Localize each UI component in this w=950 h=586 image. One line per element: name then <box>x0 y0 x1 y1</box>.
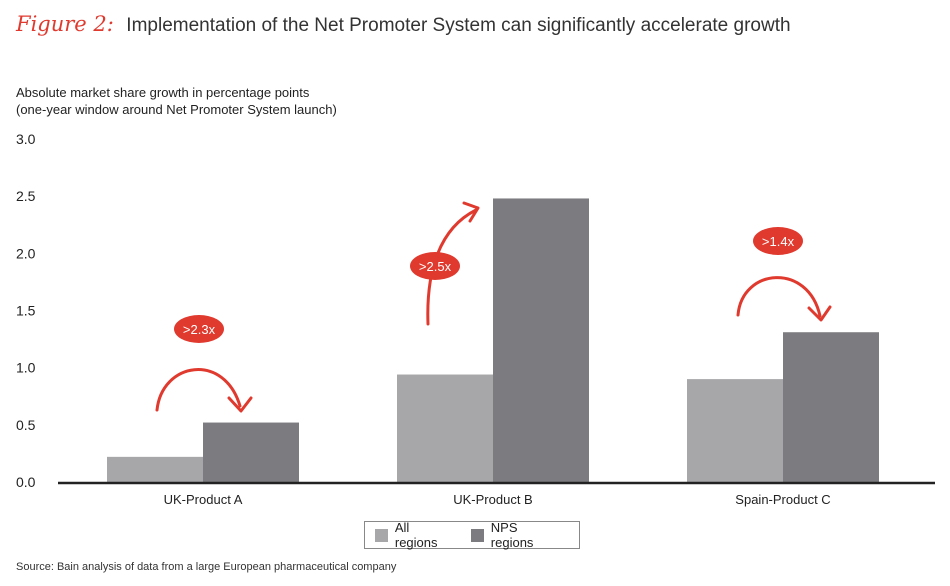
bar-all-regions <box>107 456 203 482</box>
x-tick-label: Spain-Product C <box>735 492 830 507</box>
bar-nps-regions <box>493 198 589 482</box>
y-tick-label: 3.0 <box>16 131 36 147</box>
growth-badge <box>174 315 224 343</box>
legend-item-nps-regions: NPS regions <box>470 520 563 550</box>
y-axis-label-main: Absolute market share growth in percenta… <box>16 85 310 100</box>
growth-arrow <box>736 276 822 318</box>
source-note: Source: Bain analysis of data from a lar… <box>16 561 397 573</box>
growth-arrow-head <box>462 201 480 223</box>
growth-arrow-head <box>807 305 832 322</box>
y-tick-label: 2.5 <box>16 188 36 204</box>
y-tick-label: 1.0 <box>16 360 36 376</box>
y-tick-label: 2.0 <box>16 245 36 261</box>
growth-badge-label: >2.5x <box>419 259 452 274</box>
legend-swatch-nps-regions <box>470 528 484 542</box>
y-axis-label: Absolute market share growth in percenta… <box>16 84 337 118</box>
growth-badge <box>753 227 803 255</box>
legend-label-nps-regions: NPS regions <box>490 520 534 550</box>
figure-heading: Figure 2: Implementation of the Net Prom… <box>16 12 791 37</box>
growth-arrow <box>155 368 242 412</box>
growth-badge-label: >1.4x <box>762 234 795 249</box>
legend-swatch-all-regions <box>375 528 388 542</box>
bar-nps-regions <box>203 422 299 482</box>
x-tick-label: UK-Product A <box>164 492 243 507</box>
bar-all-regions <box>687 379 783 482</box>
legend-label-all-regions: All regions <box>394 520 438 550</box>
x-tick-label: UK-Product B <box>453 492 532 507</box>
bar-nps-regions <box>783 332 879 482</box>
legend-item-all-regions: All regions <box>375 520 455 550</box>
y-axis-label-sub: (one-year window around Net Promoter Sys… <box>16 102 337 117</box>
growth-arrow-head <box>227 396 253 413</box>
figure-label: Figure 2: <box>16 12 114 36</box>
growth-badge <box>410 252 460 280</box>
legend: All regions NPS regions <box>364 520 580 550</box>
y-tick-label: 0.5 <box>16 417 36 433</box>
y-tick-label: 1.5 <box>16 303 36 319</box>
growth-badge-label: >2.3x <box>183 322 216 337</box>
y-tick-label: 0.0 <box>16 474 36 490</box>
figure-title: Implementation of the Net Promoter Syste… <box>126 15 791 36</box>
bar-all-regions <box>397 374 493 482</box>
